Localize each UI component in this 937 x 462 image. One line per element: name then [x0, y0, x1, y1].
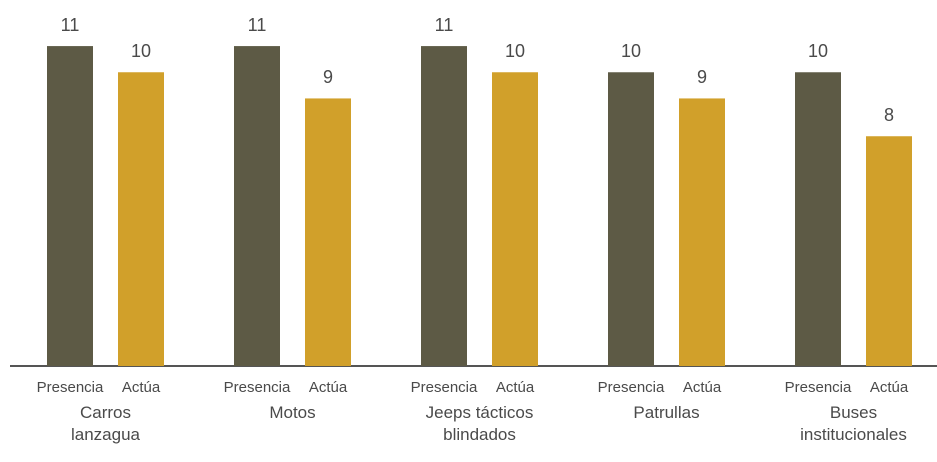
- series-label: Presencia: [785, 379, 852, 396]
- bar: [866, 136, 912, 366]
- value-label: 11: [61, 15, 80, 35]
- bar: [234, 46, 280, 366]
- bar: [492, 72, 538, 366]
- series-label: Presencia: [411, 379, 478, 396]
- series-label: Actúa: [309, 379, 348, 396]
- category-label: Patrullas: [633, 403, 700, 422]
- series-label: Actúa: [683, 379, 722, 396]
- series-label: Actúa: [122, 379, 161, 396]
- value-label: 11: [248, 15, 267, 35]
- value-label: 9: [697, 67, 707, 87]
- category-label: Buses institucionales: [800, 403, 907, 444]
- bar: [305, 98, 351, 366]
- bar: [795, 72, 841, 366]
- value-label: 8: [884, 105, 894, 125]
- value-label: 11: [435, 15, 454, 35]
- series-label: Actúa: [496, 379, 535, 396]
- bar: [679, 98, 725, 366]
- value-label: 10: [808, 41, 828, 61]
- bar: [118, 72, 164, 366]
- series-label: Presencia: [224, 379, 291, 396]
- bar: [421, 46, 467, 366]
- series-label: Presencia: [37, 379, 104, 396]
- value-label: 9: [323, 67, 333, 87]
- category-label: Motos: [269, 403, 316, 422]
- bar: [47, 46, 93, 366]
- category-label: Carros lanzagua: [70, 403, 140, 444]
- category-label: Jeeps tácticos blindados: [425, 403, 534, 444]
- bar: [608, 72, 654, 366]
- value-label: 10: [505, 41, 525, 61]
- value-label: 10: [131, 41, 151, 61]
- series-label: Actúa: [870, 379, 909, 396]
- value-label: 10: [621, 41, 641, 61]
- series-label: Presencia: [598, 379, 665, 396]
